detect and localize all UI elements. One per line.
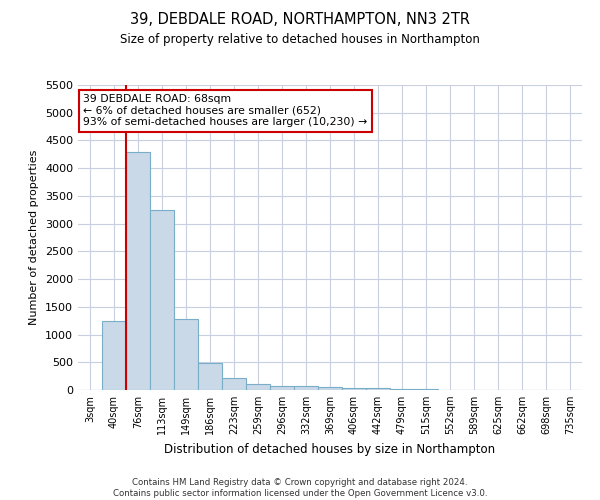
Bar [270,386,294,390]
Text: Size of property relative to detached houses in Northampton: Size of property relative to detached ho… [120,32,480,46]
Bar [198,364,222,390]
Bar [150,210,174,390]
X-axis label: Distribution of detached houses by size in Northampton: Distribution of detached houses by size … [164,442,496,456]
Bar [366,388,390,390]
Bar [342,388,366,390]
Text: 39 DEBDALE ROAD: 68sqm
← 6% of detached houses are smaller (652)
93% of semi-det: 39 DEBDALE ROAD: 68sqm ← 6% of detached … [83,94,367,128]
Text: Contains HM Land Registry data © Crown copyright and database right 2024.
Contai: Contains HM Land Registry data © Crown c… [113,478,487,498]
Text: 39, DEBDALE ROAD, NORTHAMPTON, NN3 2TR: 39, DEBDALE ROAD, NORTHAMPTON, NN3 2TR [130,12,470,28]
Y-axis label: Number of detached properties: Number of detached properties [29,150,40,325]
Bar [294,386,318,390]
Bar [102,320,126,390]
Bar [222,378,246,390]
Bar [318,387,342,390]
Bar [174,319,198,390]
Bar [390,389,414,390]
Bar [126,152,150,390]
Bar [246,384,270,390]
